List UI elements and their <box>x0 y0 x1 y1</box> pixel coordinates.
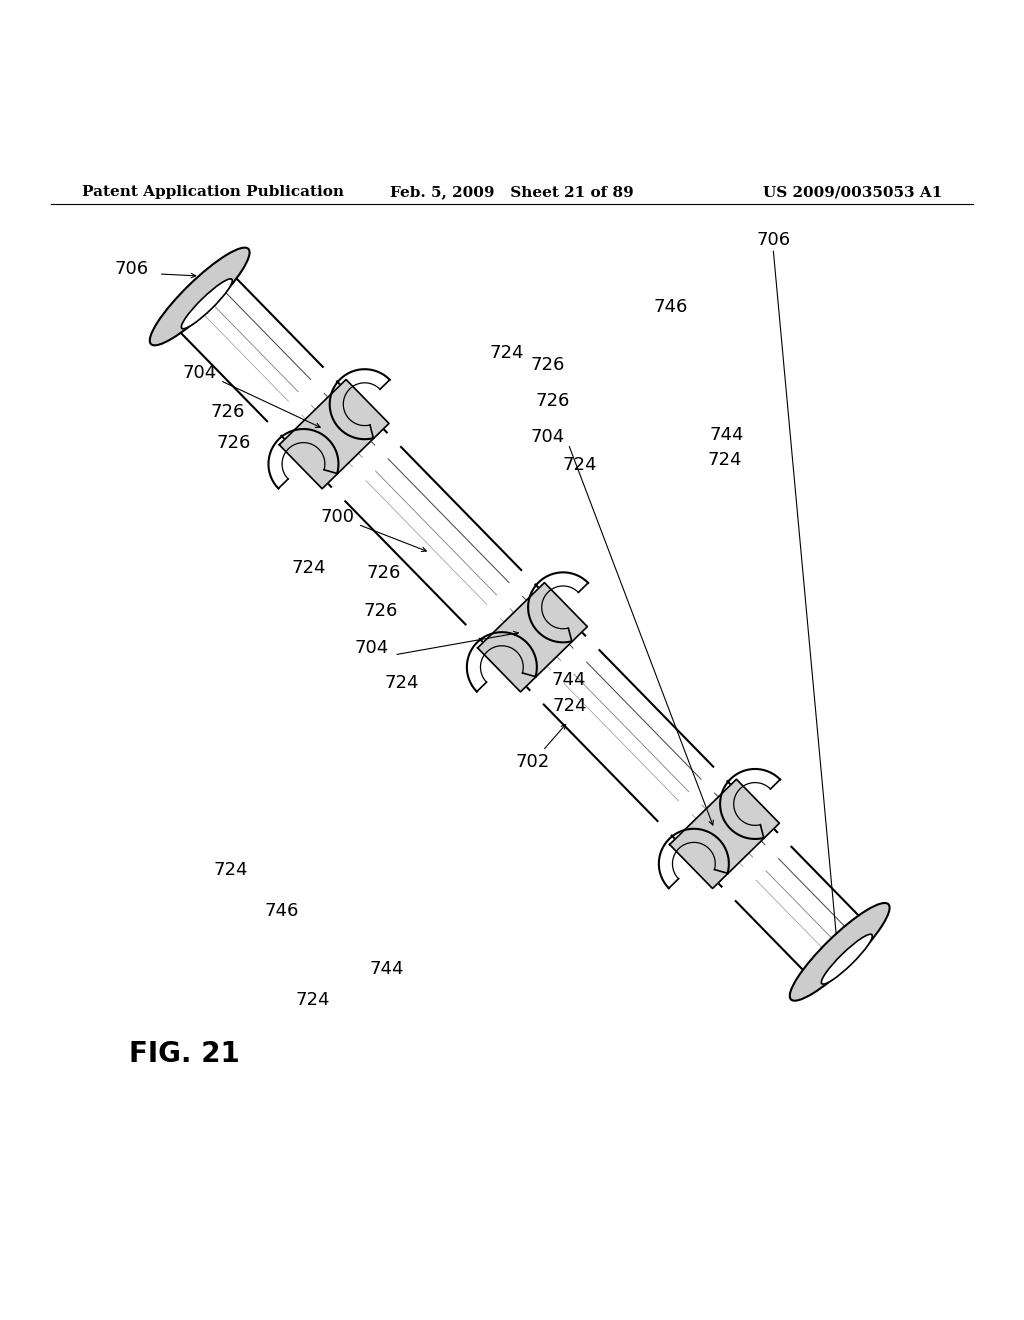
Text: 724: 724 <box>708 451 742 470</box>
Text: 704: 704 <box>530 428 565 446</box>
Text: 704: 704 <box>182 364 217 383</box>
Text: 744: 744 <box>551 672 586 689</box>
Text: 724: 724 <box>489 343 524 362</box>
Text: 746: 746 <box>264 902 299 920</box>
Polygon shape <box>280 380 389 488</box>
Text: 724: 724 <box>295 991 330 1008</box>
Text: 726: 726 <box>216 434 251 451</box>
Text: 726: 726 <box>530 356 565 374</box>
Text: 726: 726 <box>364 602 398 620</box>
Text: FIG. 21: FIG. 21 <box>129 1040 240 1068</box>
Text: 700: 700 <box>321 508 426 552</box>
Text: 726: 726 <box>536 392 570 411</box>
Text: 706: 706 <box>756 231 791 249</box>
Text: Patent Application Publication: Patent Application Publication <box>82 185 344 199</box>
Polygon shape <box>477 582 588 692</box>
Text: 724: 724 <box>552 697 587 715</box>
Ellipse shape <box>181 279 232 329</box>
Ellipse shape <box>821 935 872 985</box>
Text: 724: 724 <box>213 861 248 879</box>
Text: 746: 746 <box>653 298 688 315</box>
Polygon shape <box>670 779 779 888</box>
Text: 744: 744 <box>370 960 404 978</box>
Text: 704: 704 <box>354 639 389 657</box>
Text: 724: 724 <box>562 457 597 474</box>
Text: 724: 724 <box>292 558 327 577</box>
Ellipse shape <box>171 268 228 325</box>
Ellipse shape <box>790 903 890 1001</box>
Text: 726: 726 <box>210 403 245 421</box>
Text: 726: 726 <box>367 564 401 582</box>
Text: 706: 706 <box>114 260 148 277</box>
Text: 744: 744 <box>710 426 744 444</box>
Text: 724: 724 <box>384 673 419 692</box>
Text: US 2009/0035053 A1: US 2009/0035053 A1 <box>763 185 942 199</box>
Text: Feb. 5, 2009   Sheet 21 of 89: Feb. 5, 2009 Sheet 21 of 89 <box>390 185 634 199</box>
Ellipse shape <box>150 248 250 346</box>
Text: 702: 702 <box>515 725 565 771</box>
Ellipse shape <box>811 924 868 979</box>
